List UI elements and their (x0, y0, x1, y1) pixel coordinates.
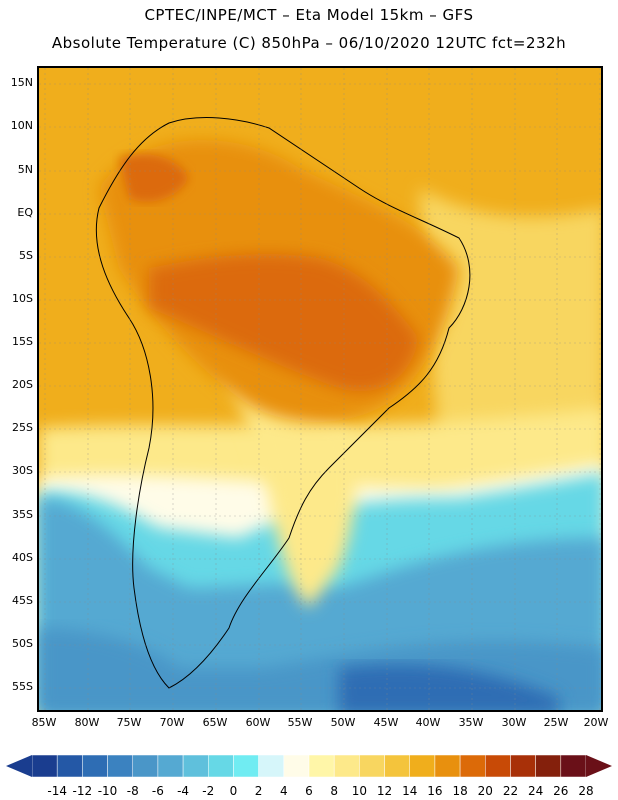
colorbar-tick-label: 0 (229, 784, 238, 798)
colorbar-tick-label: -6 (151, 784, 164, 798)
warm-tongue (219, 368, 356, 608)
lat-label: 40S (12, 551, 33, 564)
colorbar-cell (233, 754, 259, 778)
title-line-1: CPTEC/INPE/MCT – Eta Model 15km – GFS (144, 6, 474, 24)
colorbar-tick-label: 6 (305, 784, 313, 798)
colorbar-tick-label: 18 (452, 784, 468, 798)
colorbar-tick-label: 12 (376, 784, 393, 798)
temperature-map (37, 66, 603, 712)
lat-label: 5S (19, 249, 33, 262)
lat-label: 15S (12, 335, 33, 348)
coastline (95, 117, 471, 689)
lon-label: 65W (202, 716, 228, 729)
lon-label: 30W (501, 716, 527, 729)
colorbar-right-arrow (586, 755, 612, 777)
colorbar-tick-label: 8 (330, 784, 338, 798)
colorbar-cell (182, 754, 209, 778)
hot-core (149, 253, 419, 392)
title-line-2: Absolute Temperature (C) 850hPa – 06/10/… (51, 34, 567, 52)
colorbar-cell (107, 754, 133, 778)
lon-label: 25W (543, 716, 569, 729)
lat-label: 50S (12, 637, 33, 650)
colorbar-tick-label: -12 (72, 784, 93, 798)
colorbar-cell (434, 754, 461, 778)
colorbar-tick-label: -14 (47, 784, 67, 798)
colorbar-tick-label: 2 (254, 784, 263, 798)
lat-label: 35S (12, 508, 33, 521)
colorbar-cell (459, 754, 486, 778)
colorbar-tick-label: 10 (351, 784, 367, 798)
colorbar-cell (409, 754, 436, 778)
lat-label: 30S (12, 464, 33, 477)
lon-label: 35W (458, 716, 484, 729)
colorbar-tick-label: 20 (477, 784, 493, 798)
colorbar-cell (333, 754, 360, 778)
lon-label: 40W (415, 716, 441, 729)
colorbar-cell (485, 754, 511, 778)
colorbar-cell (384, 754, 410, 778)
lat-label: 10S (12, 292, 33, 305)
colorbar-tick-label: 22 (502, 784, 519, 798)
lat-label: 25S (12, 421, 33, 434)
colorbar-cell (157, 754, 184, 778)
colorbar-tick-label: 24 (527, 784, 544, 798)
lat-label: EQ (17, 206, 33, 219)
lon-label: 80W (74, 716, 100, 729)
colorbar-cell (283, 754, 310, 778)
map-field (39, 68, 601, 710)
hot-north (119, 154, 189, 202)
lon-label: 85W (31, 716, 57, 729)
colorbar-cell (31, 754, 58, 778)
colorbar-left-arrow (6, 755, 32, 777)
colorbar-cell (82, 754, 108, 778)
lon-label: 20W (583, 716, 609, 729)
colorbar (6, 754, 612, 778)
colorbar-cell (359, 754, 385, 778)
lon-label: 75W (116, 716, 142, 729)
band-neg10 (339, 664, 559, 710)
lon-label: 70W (159, 716, 185, 729)
lat-label: 10N (10, 119, 33, 132)
lat-label: 20S (12, 378, 33, 391)
lon-label: 55W (287, 716, 313, 729)
colorbar-tick-label: 16 (427, 784, 443, 798)
lon-label: 50W (330, 716, 356, 729)
graticule (39, 68, 601, 710)
lat-label: 55S (12, 680, 33, 693)
colorbar-cell (560, 754, 587, 778)
colorbar-tick-label: -2 (202, 784, 215, 798)
colorbar-tick-label: 26 (553, 784, 569, 798)
lon-label: 45W (373, 716, 399, 729)
colorbar-cell (535, 754, 562, 778)
colorbar-cell (56, 754, 83, 778)
colorbar-tick-label: -8 (126, 784, 139, 798)
lat-label: 15N (10, 76, 33, 89)
colorbar-cell (208, 754, 234, 778)
colorbar-tick-label: 4 (279, 784, 288, 798)
colorbar-cell (132, 754, 159, 778)
lat-label: 45S (12, 594, 33, 607)
colorbar-tick-label: -10 (97, 784, 118, 798)
colorbar-tick-label: 28 (578, 784, 594, 798)
colorbar-tick-label: -4 (177, 784, 190, 798)
colorbar-cell (308, 754, 335, 778)
lat-label: 5N (17, 163, 33, 176)
colorbar-tick-label: 14 (402, 784, 418, 798)
lon-label: 60W (245, 716, 271, 729)
colorbar-cell (510, 754, 536, 778)
warm-ocean-band (419, 188, 601, 487)
colorbar-cell (258, 754, 285, 778)
